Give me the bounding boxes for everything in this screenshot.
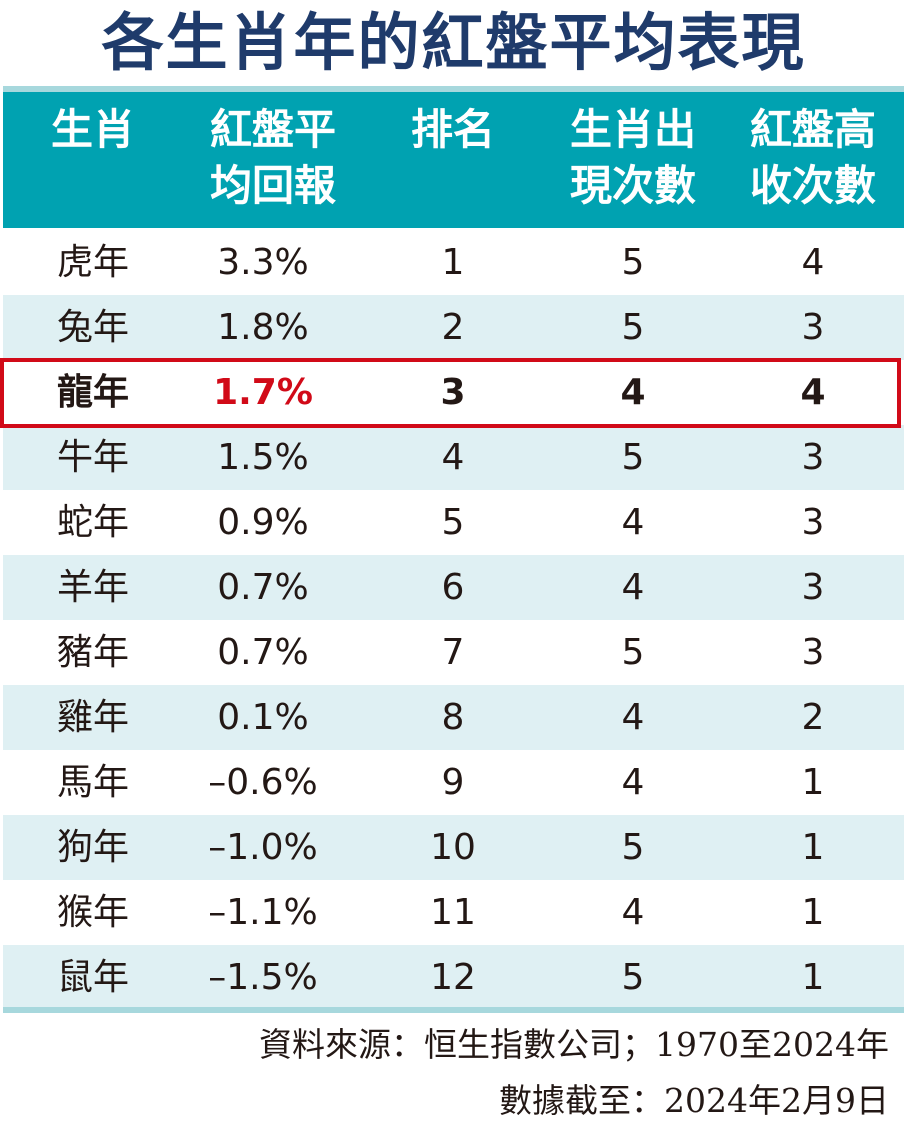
cell-zodiac: 虎年 bbox=[56, 242, 129, 283]
cell-appearances: 5 bbox=[621, 242, 645, 283]
cell-avg-return: 1.7% bbox=[213, 372, 313, 413]
cell-up-closes: 3 bbox=[801, 307, 825, 348]
cell-up-closes: 1 bbox=[801, 892, 825, 933]
cell-avg-return: 0.7% bbox=[217, 567, 309, 608]
table-row: 猴年 –1.1% 11 4 1 bbox=[3, 880, 904, 945]
cell-appearances: 5 bbox=[621, 632, 645, 673]
cell-zodiac: 兔年 bbox=[56, 307, 129, 348]
table-row: 兔年 1.8% 2 5 3 bbox=[3, 295, 904, 360]
cell-zodiac: 豬年 bbox=[56, 632, 129, 673]
as-of-note: 數據截至：2024年2月9日 bbox=[499, 1081, 889, 1120]
cell-appearances: 4 bbox=[621, 502, 645, 543]
table-row: 龍年 1.7% 3 4 4 bbox=[3, 360, 904, 425]
cell-rank: 12 bbox=[430, 957, 476, 998]
header-text: 收次數 bbox=[749, 161, 876, 210]
header-text: 均回報 bbox=[209, 161, 336, 210]
table-row: 蛇年 0.9% 5 4 3 bbox=[3, 490, 904, 555]
cell-up-closes: 1 bbox=[801, 827, 825, 868]
top-divider bbox=[3, 86, 904, 92]
header-appearances: 生肖出 現次數 bbox=[553, 102, 713, 214]
cell-appearances: 4 bbox=[621, 892, 645, 933]
cell-appearances: 4 bbox=[621, 762, 645, 803]
cell-appearances: 4 bbox=[620, 372, 646, 413]
cell-up-closes: 1 bbox=[801, 957, 825, 998]
cell-up-closes: 3 bbox=[801, 437, 825, 478]
zodiac-table-body: 虎年 3.3% 1 5 4 兔年 1.8% 2 5 3 龍年 1.7% 3 4 4 牛年 1.5% 4 5 3 蛇年 0.… bbox=[3, 230, 904, 1010]
header-rank: 排名 bbox=[383, 102, 523, 158]
cell-zodiac: 馬年 bbox=[56, 762, 129, 803]
cell-rank: 10 bbox=[430, 827, 476, 868]
cell-avg-return: 0.7% bbox=[217, 632, 309, 673]
cell-rank: 2 bbox=[441, 307, 465, 348]
cell-rank: 11 bbox=[430, 892, 476, 933]
cell-appearances: 5 bbox=[621, 957, 645, 998]
table-row: 羊年 0.7% 6 4 3 bbox=[3, 555, 904, 620]
cell-zodiac: 鼠年 bbox=[56, 957, 129, 998]
table-title: 各生肖年的紅盤平均表現 bbox=[101, 6, 806, 79]
cell-zodiac: 牛年 bbox=[56, 437, 129, 478]
cell-avg-return: 0.1% bbox=[217, 697, 309, 738]
header-text: 紅盤高 bbox=[749, 105, 876, 154]
cell-up-closes: 3 bbox=[801, 632, 825, 673]
table-row: 豬年 0.7% 7 5 3 bbox=[3, 620, 904, 685]
header-text: 現次數 bbox=[569, 161, 696, 210]
cell-rank: 1 bbox=[441, 242, 465, 283]
cell-up-closes: 1 bbox=[801, 762, 825, 803]
cell-avg-return: 1.8% bbox=[217, 307, 309, 348]
table-row: 鼠年 –1.5% 12 5 1 bbox=[3, 945, 904, 1010]
table-row: 牛年 1.5% 4 5 3 bbox=[3, 425, 904, 490]
cell-avg-return: 3.3% bbox=[217, 242, 309, 283]
cell-avg-return: 0.9% bbox=[217, 502, 309, 543]
cell-rank: 3 bbox=[440, 372, 466, 413]
cell-zodiac: 龍年 bbox=[56, 372, 129, 413]
table-row: 馬年 –0.6% 9 4 1 bbox=[3, 750, 904, 815]
cell-appearances: 4 bbox=[621, 567, 645, 608]
header-text: 生肖 bbox=[50, 105, 135, 154]
cell-avg-return: –1.1% bbox=[208, 892, 318, 933]
cell-rank: 8 bbox=[441, 697, 465, 738]
cell-avg-return: –1.5% bbox=[208, 957, 318, 998]
cell-avg-return: –1.0% bbox=[208, 827, 318, 868]
cell-rank: 5 bbox=[441, 502, 465, 543]
header-avg-return: 紅盤平 均回報 bbox=[183, 102, 363, 214]
cell-up-closes: 2 bbox=[801, 697, 825, 738]
highlight-box bbox=[0, 358, 901, 428]
header-up-closes: 紅盤高 收次數 bbox=[733, 102, 893, 214]
cell-up-closes: 3 bbox=[801, 567, 825, 608]
table-row: 虎年 3.3% 1 5 4 bbox=[3, 230, 904, 295]
table-row: 雞年 0.1% 8 4 2 bbox=[3, 685, 904, 750]
cell-zodiac: 狗年 bbox=[56, 827, 129, 868]
cell-zodiac: 雞年 bbox=[56, 697, 129, 738]
table-row: 狗年 –1.0% 10 5 1 bbox=[3, 815, 904, 880]
header-zodiac: 生肖 bbox=[23, 102, 163, 158]
cell-rank: 4 bbox=[441, 437, 465, 478]
bottom-divider bbox=[3, 1007, 904, 1013]
cell-zodiac: 猴年 bbox=[56, 892, 129, 933]
source-note: 資料來源：恒生指數公司；1970至2024年 bbox=[259, 1025, 889, 1064]
cell-up-closes: 3 bbox=[801, 502, 825, 543]
table-header: 生肖 紅盤平 均回報 排名 生肖出 現次數 紅盤高 收次數 bbox=[3, 92, 904, 228]
cell-up-closes: 4 bbox=[801, 242, 825, 283]
cell-avg-return: –0.6% bbox=[208, 762, 318, 803]
cell-appearances: 5 bbox=[621, 827, 645, 868]
cell-zodiac: 蛇年 bbox=[56, 502, 129, 543]
cell-rank: 7 bbox=[441, 632, 465, 673]
cell-rank: 6 bbox=[441, 567, 465, 608]
cell-appearances: 4 bbox=[621, 697, 645, 738]
cell-avg-return: 1.5% bbox=[217, 437, 309, 478]
cell-appearances: 5 bbox=[621, 307, 645, 348]
cell-zodiac: 羊年 bbox=[56, 567, 129, 608]
header-text: 生肖出 bbox=[569, 105, 696, 154]
header-text: 排名 bbox=[410, 105, 495, 154]
header-text: 紅盤平 bbox=[209, 105, 336, 154]
cell-appearances: 5 bbox=[621, 437, 645, 478]
cell-up-closes: 4 bbox=[800, 372, 826, 413]
cell-rank: 9 bbox=[441, 762, 465, 803]
